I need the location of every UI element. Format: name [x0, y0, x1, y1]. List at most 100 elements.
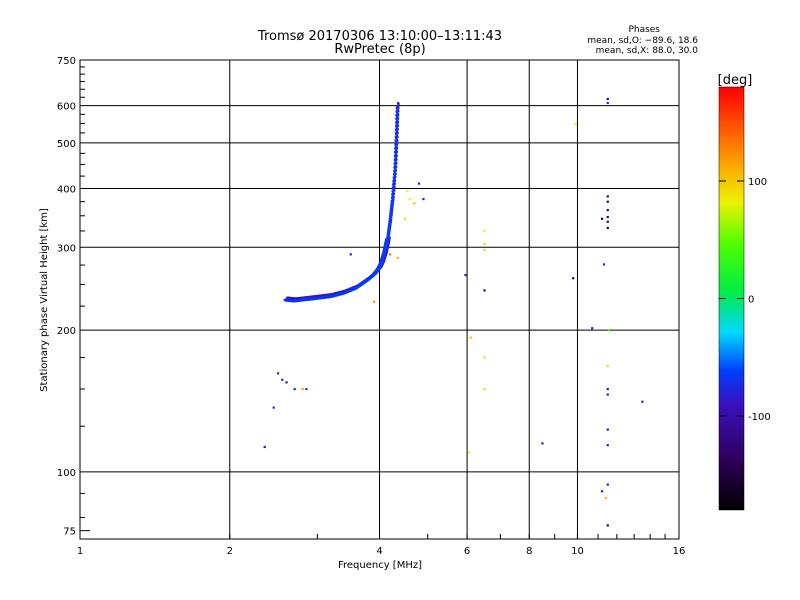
- y-tick-label: 100: [57, 468, 76, 479]
- echo-point: [373, 300, 376, 303]
- trace-point: [394, 176, 397, 179]
- trace-point: [393, 182, 396, 185]
- trace-point: [395, 110, 398, 113]
- echo-point: [600, 217, 604, 220]
- trace-point: [388, 236, 391, 239]
- colorbar-label: [deg]: [718, 73, 753, 88]
- trace-point: [392, 196, 395, 199]
- stats-heading: Phases: [628, 25, 660, 35]
- trace-point: [388, 220, 391, 223]
- echo-point: [606, 483, 609, 486]
- trace-point: [393, 169, 396, 173]
- echo-point: [606, 97, 609, 101]
- echo-point: [403, 217, 407, 220]
- echo-point: [541, 442, 544, 445]
- trace-point: [391, 193, 394, 196]
- trace-point: [395, 166, 398, 169]
- trace-point: [386, 230, 390, 234]
- trace-point: [394, 169, 397, 172]
- trace-point: [393, 189, 396, 192]
- echo-point: [417, 182, 421, 185]
- trace-point: [395, 124, 398, 128]
- trace-point: [394, 139, 397, 142]
- trace-point: [391, 189, 394, 193]
- echo-point: [641, 400, 644, 403]
- trace-point: [393, 166, 396, 169]
- echo-point: [483, 387, 486, 391]
- trace-point: [395, 117, 398, 120]
- trace-point: [397, 110, 400, 113]
- trace-point: [387, 226, 390, 229]
- echo-point: [606, 215, 609, 219]
- trace-point: [396, 139, 399, 142]
- trace-point: [389, 212, 392, 215]
- echo-point: [606, 220, 609, 223]
- trace-point: [383, 244, 386, 247]
- echo-point: [604, 496, 607, 500]
- x-tick-label: 4: [376, 546, 382, 557]
- y-tick-label: 600: [57, 102, 76, 113]
- trace-point: [388, 238, 391, 241]
- chart-title: Tromsø 20170306 13:10:00–13:11:43: [257, 29, 502, 44]
- trace-point: [382, 248, 386, 251]
- stats-line-o: mean, sd,O: −89.6, 18.6: [587, 36, 698, 46]
- echo-points: [263, 97, 644, 527]
- x-axis-label: Frequency [MHz]: [338, 560, 422, 571]
- echo-point: [602, 263, 606, 266]
- trace-point: [386, 233, 389, 236]
- echo-point: [606, 444, 609, 447]
- x-tick-label: 10: [571, 546, 584, 557]
- trace-point: [381, 252, 385, 255]
- trace-point: [389, 207, 393, 210]
- x-tick-label: 1: [77, 546, 83, 557]
- echo-point: [483, 229, 486, 233]
- echo-point: [301, 387, 304, 391]
- trace-point: [384, 241, 387, 245]
- trace-point: [391, 186, 394, 189]
- trace-point: [392, 192, 396, 195]
- trace-point: [393, 179, 397, 182]
- trace-point: [395, 158, 398, 161]
- y-tick-label: 750: [57, 56, 76, 67]
- trace-point: [386, 246, 389, 250]
- trace-point: [387, 242, 390, 245]
- trace-point: [388, 217, 391, 220]
- trace-point: [383, 245, 386, 249]
- trace-point: [387, 241, 390, 244]
- y-axis-label: Stationary phase Virtual Height [km]: [39, 208, 50, 392]
- echo-point: [413, 202, 416, 205]
- echo-point: [408, 197, 411, 201]
- trace-point: [395, 150, 398, 154]
- trace-point: [397, 102, 400, 106]
- trace-point: [397, 117, 400, 120]
- echo-point: [600, 490, 604, 493]
- echo-point: [285, 381, 288, 384]
- trace-point: [396, 143, 399, 146]
- y-tick-label: 500: [57, 139, 76, 150]
- trace-point: [395, 154, 398, 157]
- trace-point: [384, 240, 387, 243]
- stats-line-x: mean, sd,X: 88.0, 30.0: [596, 46, 699, 56]
- trace-point: [396, 104, 399, 108]
- y-tick-label: 75: [63, 527, 76, 538]
- echo-point: [464, 273, 467, 277]
- trace-point: [390, 202, 393, 205]
- x-tick-label: 2: [227, 546, 233, 557]
- echo-point: [607, 329, 610, 332]
- x-tick-label: 6: [464, 546, 470, 557]
- x-tick-label: 16: [673, 546, 686, 557]
- trace-point: [394, 132, 398, 135]
- trace-point: [395, 113, 398, 117]
- trace-point: [390, 204, 393, 208]
- echo-point: [606, 101, 609, 105]
- trace-point: [396, 135, 399, 138]
- trace-point: [385, 250, 388, 254]
- colorbar-ticks: 100 0 -100: [719, 177, 771, 423]
- trace-point: [383, 247, 386, 250]
- echo-point: [263, 445, 266, 449]
- echo-point: [422, 197, 425, 201]
- plot-frame: [79, 59, 680, 540]
- y-tick-labels: 75 100 200 300 400 500 600 750: [57, 56, 76, 538]
- trace-point: [392, 179, 395, 183]
